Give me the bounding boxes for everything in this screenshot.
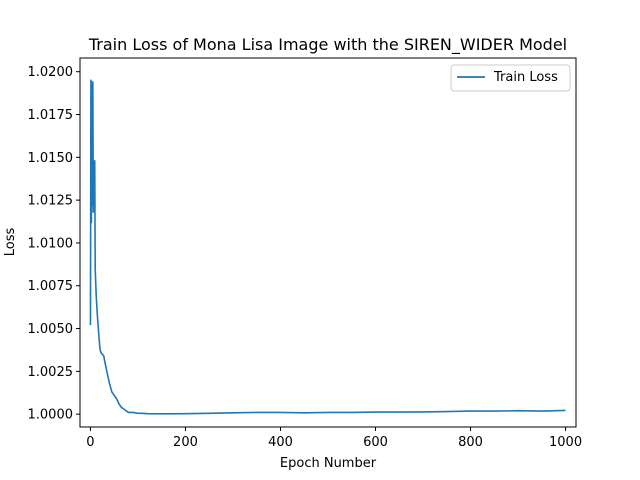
x-tick-label: 200: [173, 435, 198, 450]
y-tick-label: 1.0000: [28, 408, 74, 423]
y-tick-label: 1.0100: [28, 236, 74, 251]
x-tick-label: 0: [86, 435, 94, 450]
series-line-train-loss: [89, 79, 566, 415]
y-tick-label: 1.0175: [28, 108, 74, 123]
y-tick-label: 1.0125: [28, 194, 74, 209]
x-tick-label: 600: [363, 435, 388, 450]
legend-box: [450, 64, 571, 92]
x-tick-label: 400: [268, 435, 293, 450]
y-tick-label: 1.0050: [28, 322, 74, 337]
x-axis-label: Epoch Number: [280, 456, 377, 471]
legend: Train Loss: [450, 64, 571, 92]
plot-area: 0 200 400 600 800 1000 1.0000 1.0025 1.0050 1.00…: [28, 57, 582, 450]
y-tick-label: 1.0200: [28, 65, 74, 80]
x-tick-label: 800: [458, 435, 483, 450]
x-tick-label: 1000: [549, 435, 582, 450]
legend-label-train-loss: Train Loss: [493, 70, 558, 85]
y-tick-label: 1.0075: [28, 279, 74, 294]
y-tick-label: 1.0025: [28, 365, 74, 380]
y-tick-label: 1.0150: [28, 151, 74, 166]
y-axis-label: Loss: [3, 228, 18, 257]
chart-title: Train Loss of Mona Lisa Image with the S…: [88, 35, 567, 55]
